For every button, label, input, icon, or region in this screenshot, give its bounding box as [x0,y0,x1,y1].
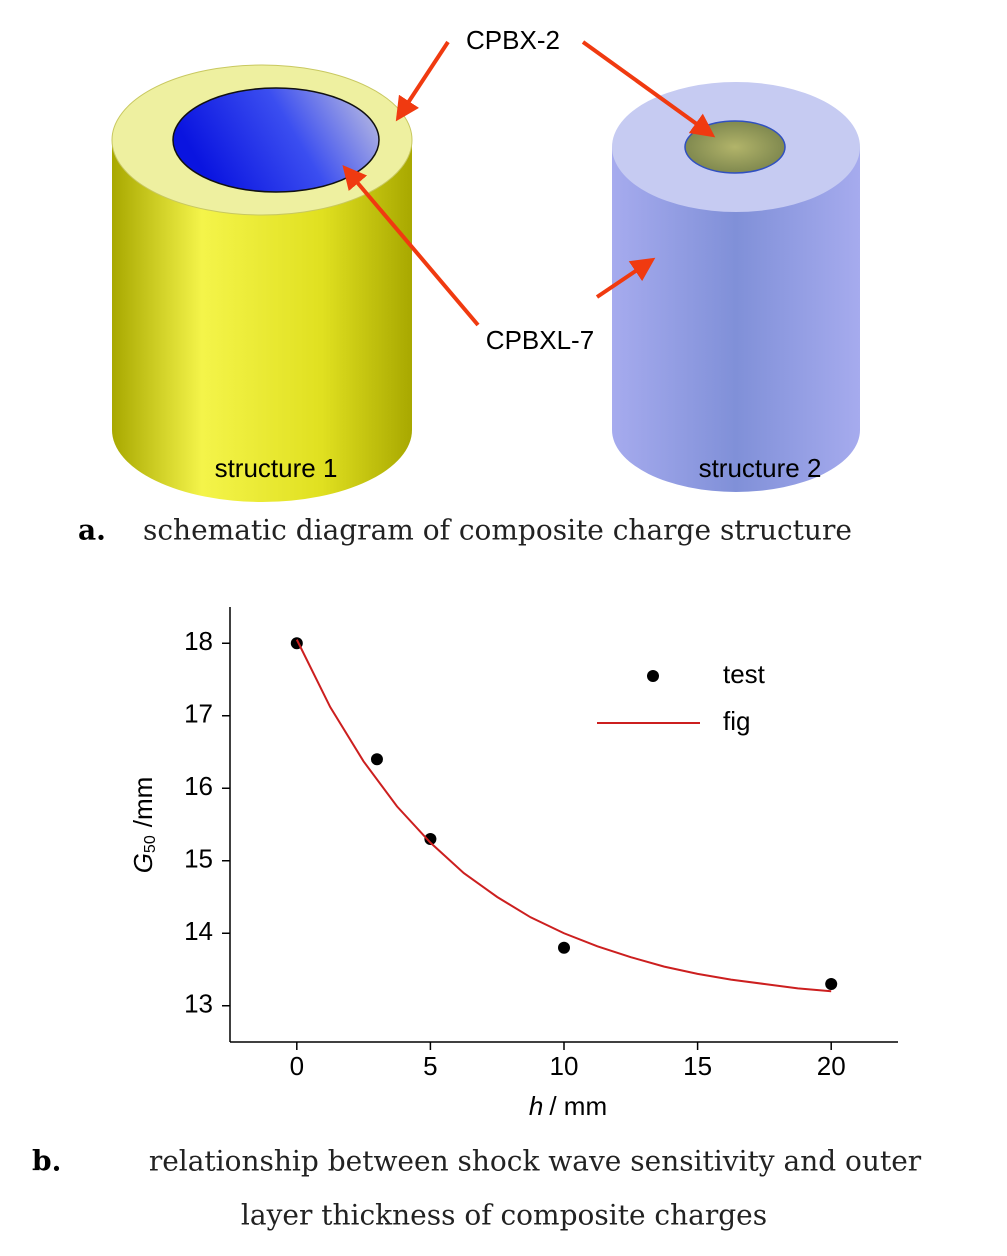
y-tick-label: 15 [184,844,213,874]
caption: relationship between shock wave sensitiv… [149,1145,922,1178]
structure-label: structure 2 [699,453,822,483]
y-tick-label: 18 [184,626,213,656]
y-label-subscript: 50 [142,835,159,853]
cylinder-1 [112,140,412,502]
caption-letter: b. [32,1145,61,1178]
data-point [825,978,838,990]
x-label-symbol: h [529,1091,543,1121]
x-tick-label: 5 [423,1051,437,1081]
y-label-symbol: G [128,853,158,873]
y-label-unit: /mm [128,777,158,828]
legend-label: fig [723,706,750,736]
chart: G50/mm h / mm b. relationship between sho… [32,607,922,1232]
legend-label: test [723,659,766,689]
arrow [342,164,480,327]
arrow [581,40,716,138]
y-tick-label: 14 [184,916,213,946]
x-axis-label: h / mm [529,1091,607,1121]
x-tick-label: 10 [550,1051,579,1081]
caption: schematic diagram of composite charge st… [143,514,852,547]
legend-marker [647,670,659,682]
label: CPBX-2 [466,25,560,55]
arrow [595,257,656,299]
x-tick-label: 0 [290,1051,304,1081]
structure-label: structure 1 [215,453,338,483]
y-axis-label: G50/mm [128,777,159,874]
caption-letter: a. [78,514,106,547]
caption: layer thickness of composite charges [241,1199,767,1232]
label: CPBXL-7 [486,325,594,355]
cylinder-2 [612,147,860,492]
x-tick-label: 15 [683,1051,712,1081]
arrow [395,40,450,122]
diagram: CPBX-2 CPBXL-7 structure 1 structure 2 a… [78,25,860,547]
y-tick-label: 16 [184,771,213,801]
y-tick-label: 13 [184,989,213,1019]
inner-core [172,87,380,193]
fit-line [295,639,832,993]
x-label-unit: / mm [549,1091,607,1121]
data-point [558,941,570,954]
x-tick-label: 20 [817,1051,846,1081]
y-tick-label: 17 [184,699,213,729]
data-point [424,833,437,845]
data-point [370,753,383,766]
